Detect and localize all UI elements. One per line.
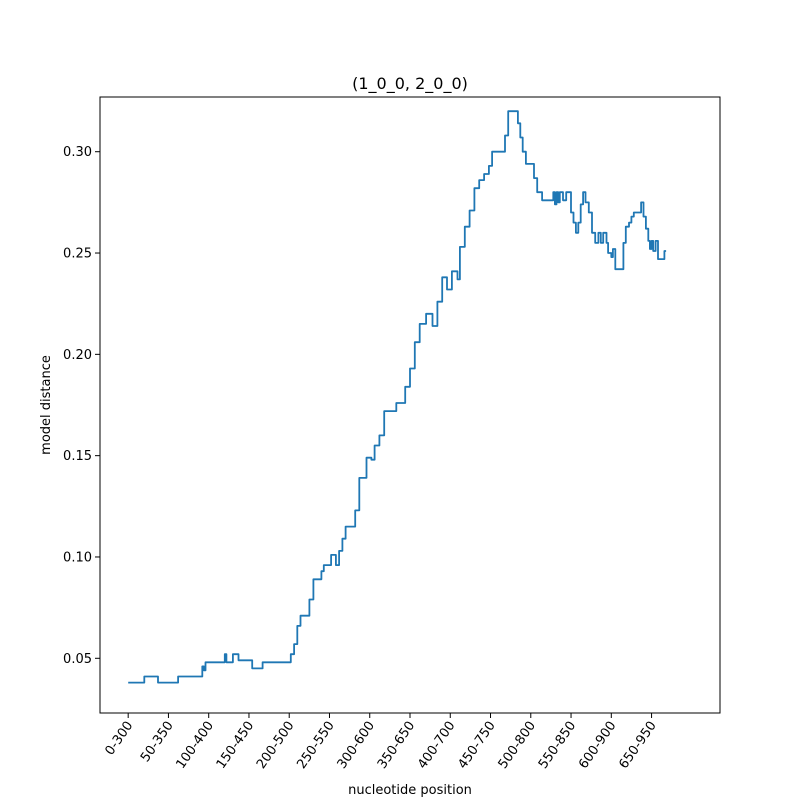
y-tick-label: 0.20 [63,348,92,363]
y-tick-label: 0.25 [63,247,92,262]
y-tick-label: 0.05 [63,652,92,667]
plot-frame [99,96,721,714]
chart-title: (1_0_0, 2_0_0) [352,74,468,94]
x-axis-label: nucleotide position [348,783,472,798]
plot-lines [128,110,667,684]
series-line [128,110,667,684]
y-tick-label: 0.15 [63,449,92,464]
y-axis-ticks: 0.05 0.10 0.15 0.20 0.25 0.30 [63,145,100,667]
y-axis-label: model distance [39,355,54,455]
y-tick-label: 0.30 [63,145,92,160]
y-tick-label: 0.10 [63,550,92,565]
